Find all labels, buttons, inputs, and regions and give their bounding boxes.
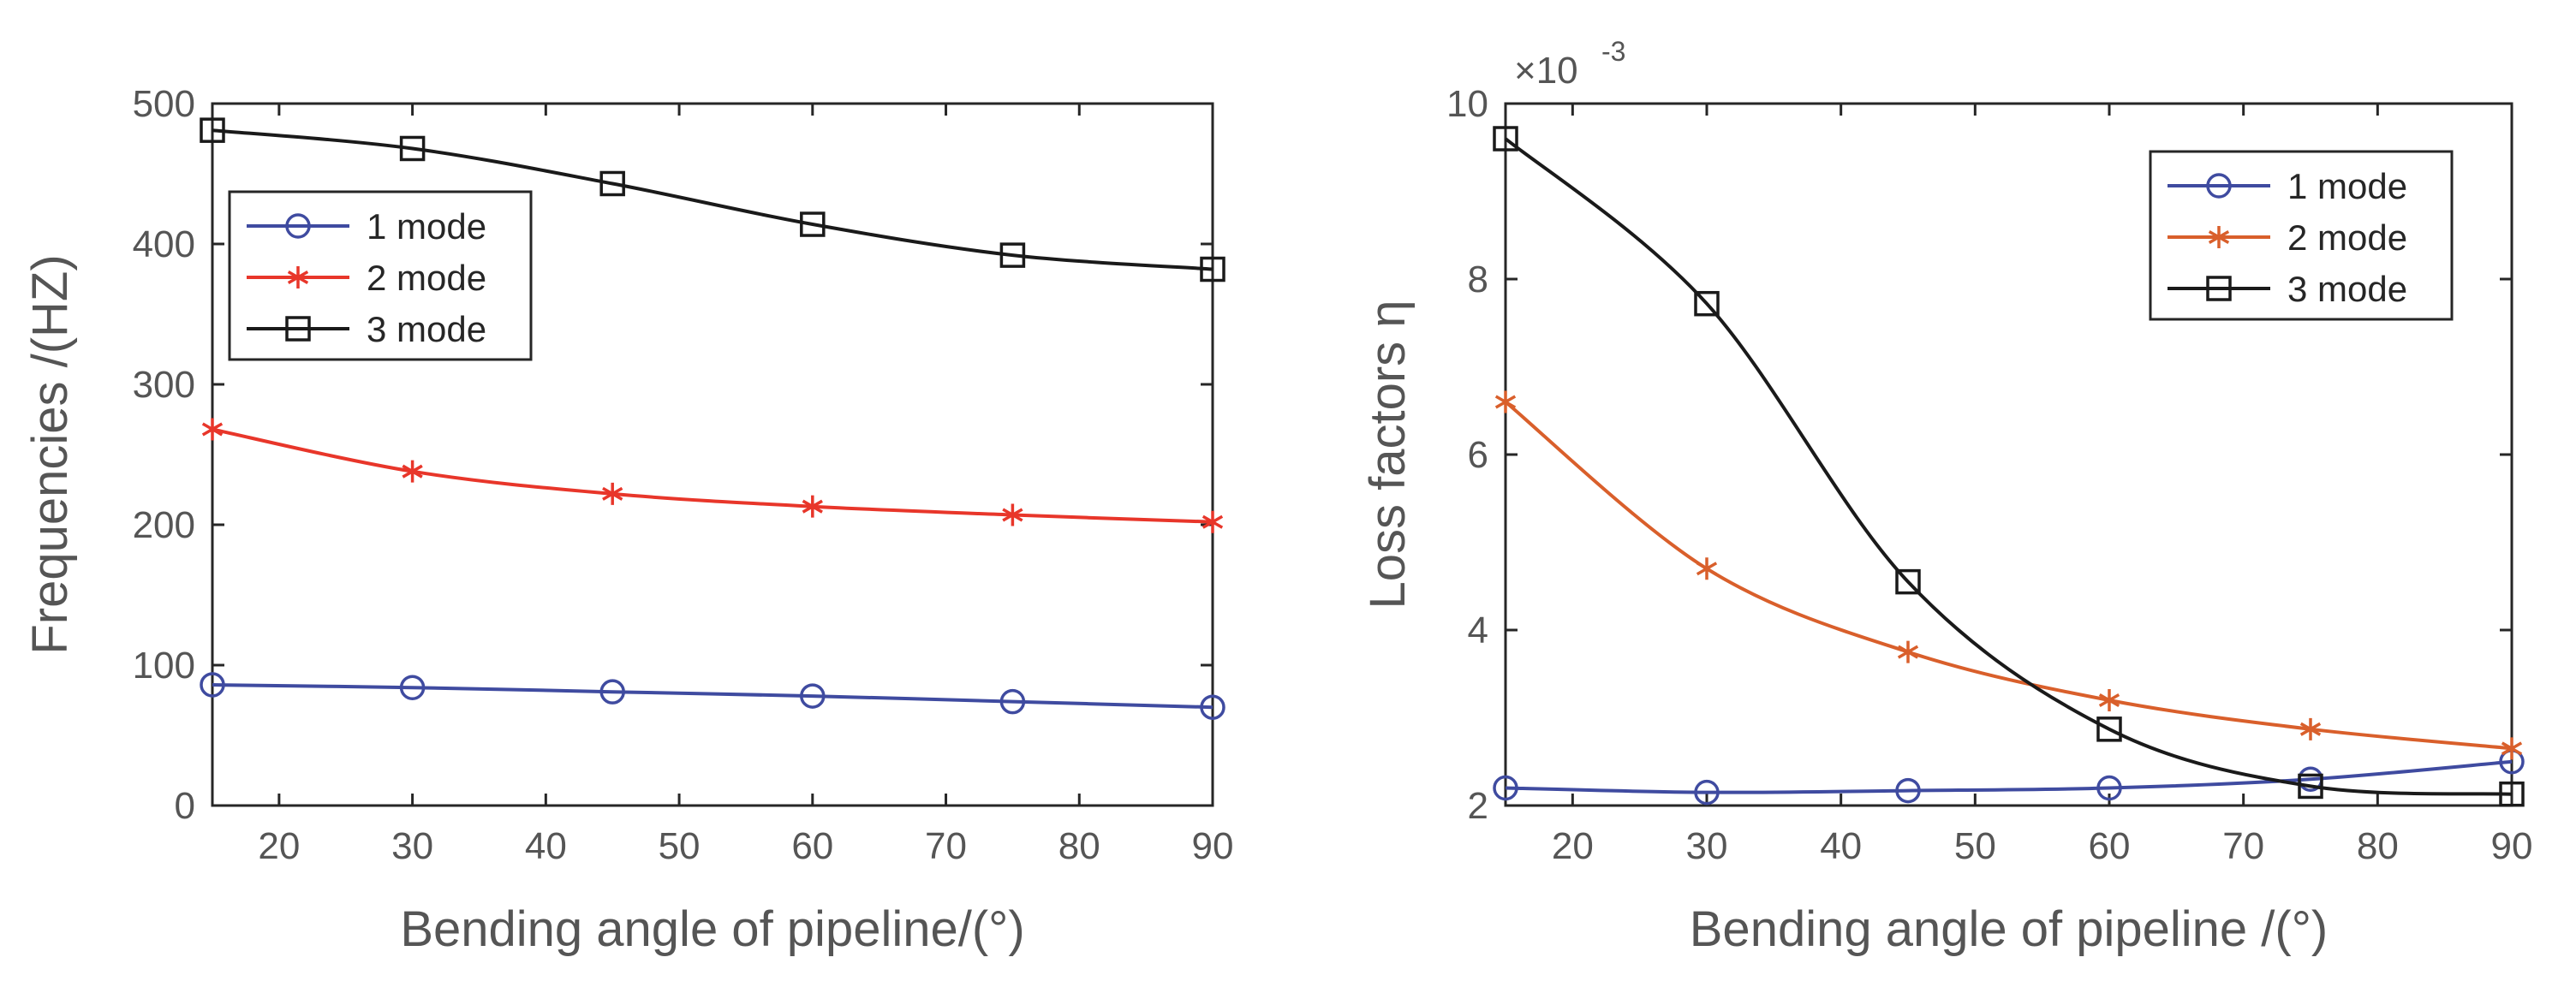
y-tick-label: 4 <box>1468 609 1488 651</box>
data-point <box>1694 779 1720 806</box>
data-point <box>802 495 823 518</box>
x-tick-label: 20 <box>258 825 300 867</box>
series-2 <box>1494 390 2523 760</box>
x-tick-label: 50 <box>1954 825 1996 867</box>
data-point <box>1002 503 1023 526</box>
data-point <box>2298 773 2323 800</box>
legend: 1 mode 2 mode 3 mode <box>2149 150 2454 321</box>
data-point <box>2501 737 2523 760</box>
legend-label: 3 mode <box>2287 269 2407 309</box>
chart-panel-1: 20 30 40 50 60 70 80 90 0 100 200 300 400 500 Bending … <box>22 83 1233 957</box>
legend-marker <box>285 213 311 239</box>
y-axis-label: Loss factors η <box>1360 300 1416 609</box>
data-point <box>599 170 625 197</box>
legend-label: 2 mode <box>2287 217 2407 258</box>
x-tick-label: 80 <box>2357 825 2399 867</box>
data-point <box>2098 689 2120 711</box>
series-3 <box>1493 126 2525 807</box>
data-point <box>1200 694 1225 720</box>
x-tick-label: 70 <box>925 825 967 867</box>
data-point <box>200 117 225 143</box>
legend-label: 2 mode <box>367 258 486 298</box>
x-tick-label: 60 <box>2089 825 2131 867</box>
data-point <box>200 672 225 698</box>
y-tick-label: 0 <box>175 785 195 827</box>
x-tick-label: 70 <box>2222 825 2264 867</box>
legend-label: 1 mode <box>367 206 486 247</box>
data-point <box>1494 390 1517 413</box>
data-point <box>399 135 426 162</box>
y-tick-label: 200 <box>133 504 195 546</box>
x-tick-label: 90 <box>2491 825 2533 867</box>
data-point <box>1895 568 1921 595</box>
series-line <box>212 683 1213 710</box>
x-tick-label: 30 <box>1686 825 1728 867</box>
data-point <box>2096 717 2122 742</box>
data-point <box>1493 775 1518 801</box>
y-tick-label: 100 <box>133 645 195 687</box>
legend-marker <box>2208 226 2230 248</box>
x-tick-label: 20 <box>1552 825 1594 867</box>
series-line <box>1504 400 2513 751</box>
x-tick-label: 40 <box>1820 825 1862 867</box>
legend-label: 1 mode <box>2287 166 2407 206</box>
data-point <box>1897 640 1919 663</box>
data-point <box>1696 557 1718 580</box>
series-line <box>1505 759 2513 794</box>
plot-area-frame <box>211 102 1214 807</box>
data-point <box>800 683 826 709</box>
x-tick-label: 60 <box>791 825 833 867</box>
y-tick-label: 10 <box>1446 83 1488 125</box>
y-axis-label: Frequencies /(HZ) <box>22 254 78 654</box>
data-point <box>201 418 224 441</box>
data-point <box>602 482 623 505</box>
series-2 <box>201 418 1224 533</box>
data-point <box>599 679 625 705</box>
data-point <box>1200 256 1225 282</box>
series-1 <box>200 672 1225 720</box>
data-point <box>399 675 426 700</box>
legend-label: 3 mode <box>367 309 486 349</box>
x-tick-label: 50 <box>659 825 701 867</box>
y-exponent-power: -3 <box>1601 36 1625 67</box>
chart-panel-2: 20 30 40 50 60 70 80 90 2 4 6 8 10 Bending angle of p… <box>1360 36 2532 957</box>
y-tick-label: 6 <box>1468 434 1488 476</box>
data-point <box>999 242 1026 268</box>
legend-marker <box>285 316 311 342</box>
data-point <box>1895 777 1921 804</box>
x-axis-label: Bending angle of pipeline /(°) <box>1690 901 2328 957</box>
data-point <box>2499 781 2525 807</box>
data-point <box>999 688 1026 715</box>
data-point <box>402 460 423 483</box>
data-point <box>1493 126 1518 152</box>
x-tick-label: 80 <box>1058 825 1100 867</box>
legend-marker <box>2206 173 2232 199</box>
y-tick-label: 300 <box>133 364 195 406</box>
y-tick-label: 400 <box>133 223 195 265</box>
x-axis-label: Bending angle of pipeline/(°) <box>400 901 1024 957</box>
data-point <box>1202 510 1224 533</box>
data-point <box>2096 775 2122 801</box>
legend: 1 mode 2 mode 3 mode <box>228 190 533 361</box>
data-point <box>800 211 826 237</box>
y-tick-label: 8 <box>1468 259 1488 300</box>
y-tick-label: 2 <box>1468 785 1488 827</box>
x-tick-label: 90 <box>1192 825 1234 867</box>
legend-marker <box>287 266 309 288</box>
series-1 <box>1493 749 2525 806</box>
y-tick-label: 500 <box>133 83 195 125</box>
series-line <box>212 427 1213 524</box>
series-3 <box>200 117 1225 282</box>
data-point <box>1694 290 1720 317</box>
series-line <box>1504 137 2513 796</box>
x-tick-label: 30 <box>391 825 433 867</box>
data-point <box>2299 717 2322 740</box>
series-line <box>212 128 1213 271</box>
x-tick-label: 40 <box>525 825 567 867</box>
y-exponent-label: ×10 <box>1514 50 1578 92</box>
legend-marker <box>2206 276 2232 301</box>
